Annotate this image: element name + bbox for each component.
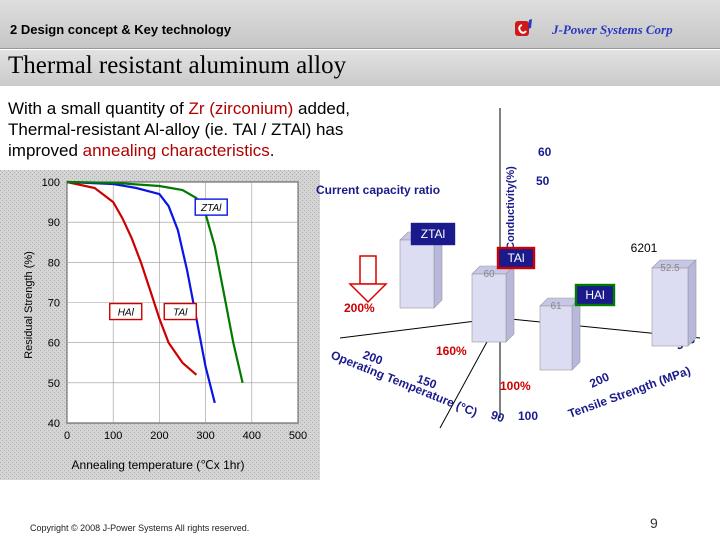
intro-annealing: annealing characteristics (82, 141, 270, 160)
page-number: 9 (650, 515, 658, 531)
header-bar (0, 0, 720, 49)
current-ratio-tick: 100% (500, 379, 531, 393)
y-tick-label: 50 (48, 378, 60, 390)
y-tick-label: 60 (48, 338, 60, 350)
page-title: Thermal resistant aluminum alloy (8, 52, 347, 79)
x-tick-label: 200 (150, 430, 168, 442)
bar-front-face (539, 305, 573, 371)
intro-text: With a small quantity of Zr (zirconium) … (8, 98, 448, 161)
arrow-shaft (359, 255, 377, 285)
series-label: ZTAl (421, 227, 445, 241)
copyright: Copyright © 2008 J-Power Systems All rig… (30, 523, 250, 533)
intro-part-2: added, (293, 99, 351, 118)
series-label: TAl (507, 251, 524, 265)
x-tick-label: 300 (196, 430, 214, 442)
legend-label: TAl (173, 308, 188, 319)
x-tick-label: 400 (243, 430, 261, 442)
tensile-tick: 100 (518, 409, 538, 423)
tensile-tick: 200 (587, 369, 611, 390)
intro-part-1: With a small quantity of (8, 99, 189, 118)
bar-value-label: 60 (483, 269, 495, 280)
current-ratio-tick: 160% (436, 344, 467, 358)
section-title: 2 Design concept & Key technology (10, 22, 232, 37)
bar-value-label: 61 (550, 301, 562, 312)
x-axis-label-wrap: Annealing temperature (℃x 1hr) (72, 458, 245, 472)
bar-front-face (471, 273, 507, 343)
legend-label: ZTAl (200, 203, 222, 214)
property-comparison-chart: Conductivity(%) Current capacity ratio 6… (316, 108, 701, 429)
y-axis-label: Residual Strength (%) (23, 251, 35, 359)
company-name: J-Power Systems Corp (552, 22, 673, 37)
temperature-tick: 90 (489, 408, 507, 426)
series-label-box (496, 246, 536, 270)
y-tick-label: 90 (48, 217, 60, 229)
series-label-box (410, 222, 456, 246)
legend-box (163, 302, 197, 321)
x-tick-label: 100 (104, 430, 122, 442)
y-tick-label: 40 (48, 418, 60, 430)
bar-side-face (571, 297, 581, 371)
intro-part-4: . (269, 141, 275, 160)
temperature-tick: 200 (361, 348, 385, 368)
bar-front-face (399, 239, 435, 309)
conductivity-tick: 50 (536, 174, 550, 188)
company-logo-icon (515, 19, 532, 36)
x-tick-label: 0 (64, 430, 70, 442)
series-line-tal (66, 180, 216, 404)
series-line-hal (66, 180, 198, 376)
bar-front-face (651, 267, 689, 347)
y-tick-label: 80 (48, 257, 60, 269)
bar-value-label: 52.5 (660, 263, 680, 274)
tensile-axis-label: Tensile Strength (MPa) (566, 363, 692, 420)
current-ratio-tick: 200% (344, 301, 375, 315)
temperature-axis-label: Operating Temperature (°C) (329, 348, 479, 420)
legend-box (194, 198, 228, 216)
y-tick-label: 100 (42, 177, 60, 189)
x-tick-label: 500 (289, 430, 307, 442)
title-bar (0, 50, 720, 86)
conductivity-tick: 60 (538, 145, 552, 159)
series-label: 6201 (631, 241, 658, 255)
conductivity-axis-label: Conductivity(%) (505, 166, 517, 250)
x-axis-label: Annealing temperature (℃x 1hr) (72, 458, 245, 472)
intro-part-3: improved (8, 141, 83, 160)
current-ratio-label: Current capacity ratio (316, 183, 440, 197)
series-label-box (574, 283, 616, 307)
intro-zr: Zr (zirconium) (188, 99, 294, 118)
y-tick-label: 70 (48, 298, 60, 310)
legend-label: HAl (118, 308, 135, 319)
bar-side-face (505, 265, 515, 343)
legend-box (109, 302, 143, 321)
annealing-line-chart: 0 100 200 300 400 500 40 50 60 70 80 90 100 ZTAl HAl T… (0, 170, 320, 480)
bar-side-face (687, 259, 697, 347)
series-label: HAl (585, 288, 604, 302)
temperature-tick: 150 (415, 372, 439, 392)
intro-line-2: Thermal-resistant Al-alloy (ie. TAl / ZT… (8, 120, 344, 139)
arrow-head-icon (348, 283, 388, 304)
